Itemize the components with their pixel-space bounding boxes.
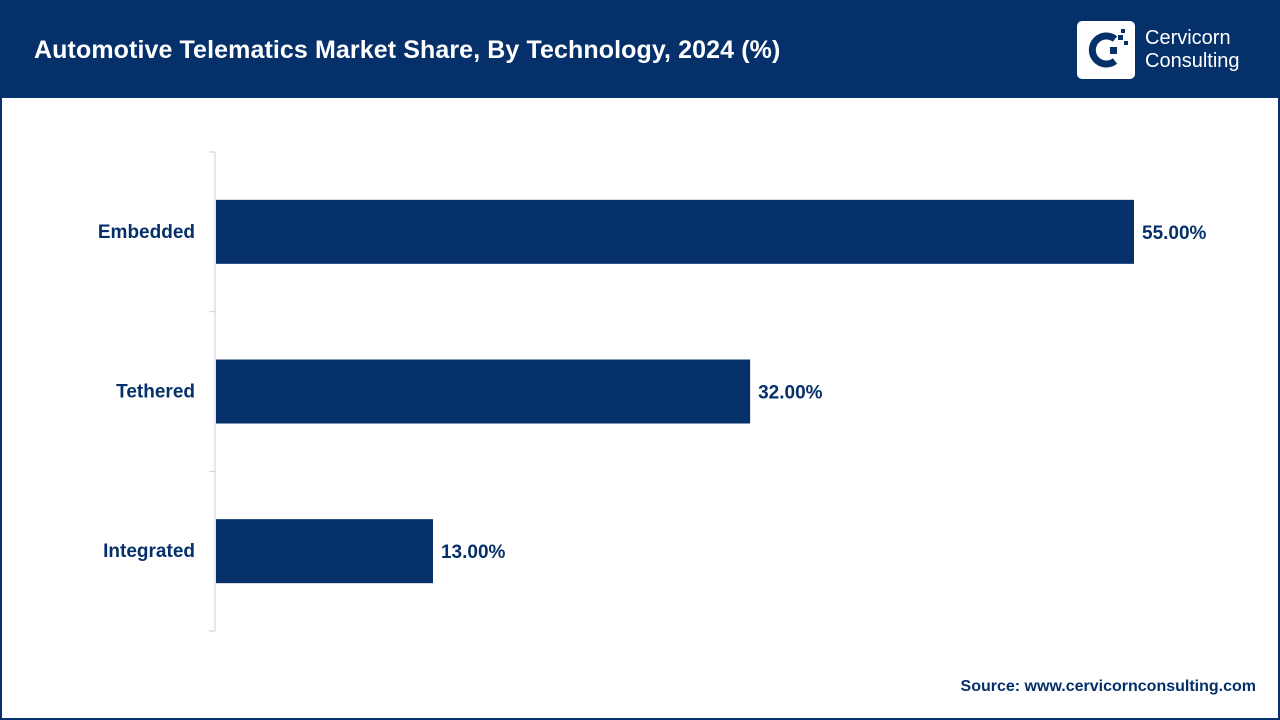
header-bar: Automotive Telematics Market Share, By T…	[2, 2, 1278, 98]
bar-embedded	[216, 199, 1134, 264]
category-label: Integrated	[103, 541, 195, 562]
category-label: Tethered	[116, 382, 195, 403]
data-label: 13.00%	[441, 542, 506, 563]
brand-name-line1: Cervicorn	[1145, 27, 1231, 49]
bar-integrated	[216, 519, 433, 584]
data-label: 32.00%	[758, 383, 823, 404]
bar-tethered	[216, 359, 751, 424]
bar-chart: Embedded 55.00% Tethered 32.00% Integrated 13…	[98, 151, 1207, 632]
source-note: Source: www.cervicornconsulting.com	[960, 678, 1256, 695]
data-label: 55.00%	[1142, 223, 1207, 244]
category-label: Embedded	[98, 222, 195, 243]
brand-logo: Cervicorn Consulting	[1077, 21, 1267, 81]
brand-name: Cervicorn Consulting	[1145, 27, 1240, 73]
brand-name-line2: Consulting	[1145, 50, 1240, 72]
chart-title: Automotive Telematics Market Share, By T…	[34, 36, 781, 64]
cervicorn-c-logo-icon	[1077, 21, 1135, 79]
